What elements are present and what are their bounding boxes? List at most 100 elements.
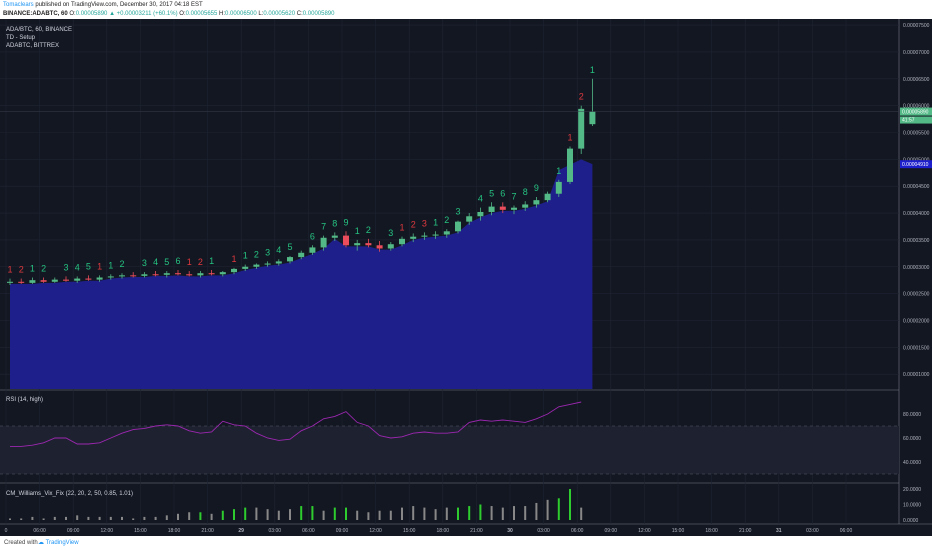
vix-bar — [468, 506, 471, 520]
td-label: 2 — [366, 225, 371, 235]
candle-body — [119, 275, 125, 277]
publish-info: Tomaclears published on TradingView.com,… — [3, 1, 203, 10]
vix-bar — [333, 507, 336, 520]
vix-bar — [132, 518, 135, 520]
ohlc-o-label: O: — [69, 11, 76, 17]
td-label: 3 — [142, 258, 147, 268]
candle-body — [197, 273, 204, 276]
time-tick: 30 — [507, 528, 513, 534]
rsi-tick: 60.0000 — [903, 436, 921, 442]
tradingview-logo[interactable]: ☁ TradingView — [38, 540, 79, 546]
td-label: 2 — [254, 250, 259, 260]
td-label: 1 — [187, 257, 192, 267]
candle-body — [522, 204, 529, 208]
time-tick: 18:00 — [705, 528, 718, 534]
vix-bar — [412, 506, 415, 520]
vix-bar — [524, 506, 527, 520]
candle-body — [29, 280, 36, 283]
candle-body — [477, 211, 484, 217]
vix-bar — [188, 512, 191, 520]
footer-bar: Created with ☁ TradingView — [0, 536, 932, 550]
td-label: 1 — [590, 65, 595, 75]
price-tick: 0.00006500 — [903, 77, 930, 83]
vix-tick: 20.0000 — [903, 487, 921, 493]
candle-body — [63, 279, 69, 281]
td-label: 9 — [534, 183, 539, 193]
candle-body — [399, 238, 405, 245]
time-tick: 03:00 — [269, 528, 282, 534]
price-tick: 0.00003500 — [903, 238, 930, 244]
candle-body — [320, 237, 327, 248]
candle-body — [96, 277, 103, 280]
bittrex-price-box — [900, 160, 932, 169]
candle-body — [175, 273, 181, 275]
candle-body — [186, 274, 193, 276]
bittrex-price-text: 0.00004910 — [902, 162, 929, 168]
vix-bar — [367, 512, 370, 520]
vix-bar — [356, 510, 359, 520]
candle-body — [287, 257, 293, 262]
candle-body — [298, 252, 305, 258]
time-tick: 09:00 — [336, 528, 349, 534]
price-tick: 0.00003000 — [903, 265, 930, 271]
candle-body — [18, 281, 25, 283]
ohlc-h-value: 0.00006500 — [225, 11, 257, 17]
candle-body — [567, 148, 573, 182]
candle-body — [578, 108, 585, 149]
candle-body — [331, 235, 338, 238]
td-label: 4 — [75, 262, 80, 272]
price-tick: 0.00007500 — [903, 23, 930, 29]
vix-bar — [513, 506, 515, 520]
td-label: 8 — [523, 187, 528, 197]
author-link[interactable]: Tomaclears — [3, 2, 34, 8]
candle-body — [264, 263, 271, 265]
candle-body — [387, 244, 394, 249]
vix-bar — [221, 510, 224, 520]
legend-compare: ADABTC, BITTREX — [6, 43, 59, 49]
price-axis[interactable]: 0.00007500 0.00007000 0.00006500 0.00006000… — [0, 23, 932, 524]
candle-body — [74, 278, 81, 281]
time-tick: 15:00 — [134, 528, 147, 534]
time-axis[interactable]: 0 06:00 09:00 12:00 15:00 18:00 21:00 29 03:00 06… — [5, 528, 853, 534]
vix-bar — [165, 515, 168, 520]
td-label: 1 — [209, 256, 214, 266]
td-label: 2 — [411, 219, 416, 229]
vix-bar — [557, 498, 560, 520]
vix-bar — [109, 516, 112, 520]
last-price-box — [900, 107, 932, 116]
time-tick: 09:00 — [605, 528, 618, 534]
time-tick: 06:00 — [33, 528, 46, 534]
time-tick: 12:00 — [638, 528, 651, 534]
ohlc-l-value: 0.00005620 — [263, 11, 296, 17]
td-label: 1 — [231, 254, 236, 264]
price-tick: 0.00002500 — [903, 292, 930, 298]
candle-body — [40, 280, 47, 282]
td-label: 1 — [108, 260, 113, 270]
candles-layer — [7, 78, 596, 286]
vix-bar — [322, 510, 325, 520]
vix-bar — [121, 516, 123, 520]
candle-body — [7, 281, 13, 283]
vix-bar — [345, 507, 347, 520]
candle-body — [466, 216, 473, 222]
td-label: 3 — [455, 207, 460, 217]
td-label: 6 — [500, 188, 505, 198]
candle-body — [152, 274, 159, 276]
legend-symbol: ADA/BTC, 60, BINANCE — [6, 27, 72, 33]
td-label: 8 — [332, 218, 337, 228]
symbol-label: BINANCE:ADABTC, 60 — [3, 11, 68, 17]
td-label: 1 — [556, 166, 561, 176]
vix-bar — [445, 507, 448, 520]
price-tick: 0.00004500 — [903, 184, 930, 190]
ohlc-c-value: 0.00005890 — [302, 11, 335, 17]
td-label: 3 — [265, 247, 270, 257]
rsi-label: RSI (14, high) — [6, 397, 43, 403]
candle-body — [410, 236, 417, 239]
td-label: 2 — [198, 257, 203, 267]
time-tick: 18:00 — [168, 528, 181, 534]
price-tick: 0.00001000 — [903, 372, 930, 378]
td-label: 1 — [30, 263, 35, 273]
vix-bar — [490, 506, 493, 520]
ohlc-change: ▲ +0.00003211 (+60.1%) — [109, 11, 178, 17]
